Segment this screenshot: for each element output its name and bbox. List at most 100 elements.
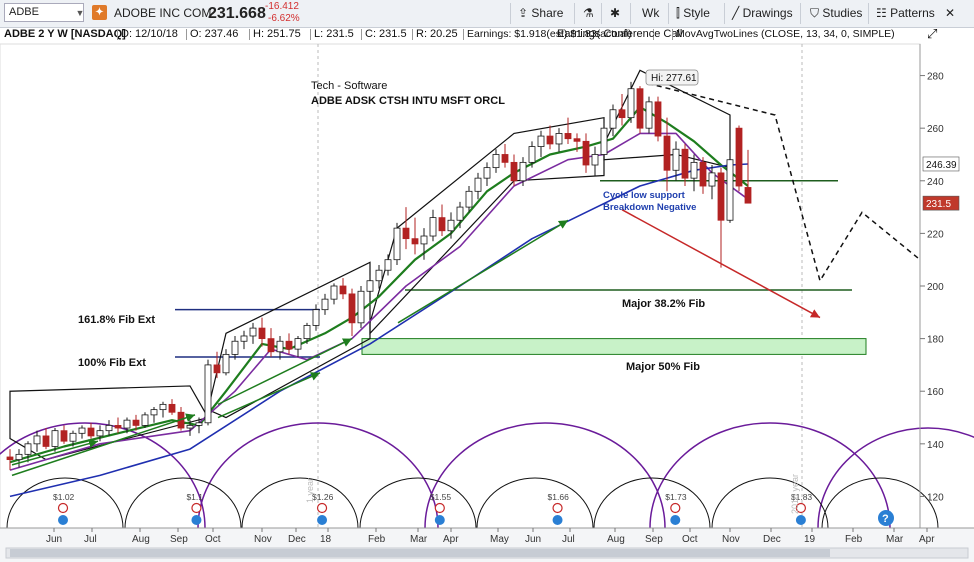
price-tag-label: 231.5 — [926, 199, 951, 210]
dividend-marker — [434, 515, 445, 525]
x-tick-label: Oct — [682, 534, 698, 545]
info-divider — [361, 29, 362, 40]
candle-body — [294, 338, 302, 350]
candle-body — [348, 293, 356, 324]
candle-body — [339, 285, 347, 295]
x-tick-label: Jul — [84, 534, 97, 545]
toolbar-divider — [510, 3, 511, 24]
trend-arrow — [397, 219, 569, 324]
info-divider — [186, 29, 187, 40]
candle-body — [51, 430, 59, 447]
candle-body — [483, 167, 491, 179]
close-icon[interactable]: ✕ — [945, 6, 956, 20]
cycle-arc-large — [649, 422, 891, 529]
bottom-layer: $1.02 $1.1 $1.26 $1.55 $1.66 $1.73 $1.83? — [53, 492, 894, 526]
star-icon[interactable]: ✦ — [92, 5, 107, 20]
y-tick-label: 240 — [927, 177, 944, 188]
candle-body — [654, 101, 662, 137]
toolbar-divider — [630, 3, 631, 24]
candle-body — [321, 298, 329, 311]
candle-body — [78, 427, 86, 434]
major-382-label: Major 38.2% Fib — [622, 298, 705, 310]
candle-body — [96, 430, 104, 437]
candle-body — [33, 435, 41, 445]
fib-ext-161-label: 161.8% Fib Ext — [78, 314, 155, 326]
x-tick-label: Dec — [288, 534, 306, 545]
x-tick-label: Nov — [722, 534, 740, 545]
x-tick-label: Feb — [368, 534, 386, 545]
earnings-marker — [316, 502, 328, 514]
x-tick-label: Oct — [205, 534, 221, 545]
x-tick-label: Apr — [443, 534, 459, 545]
candle-body — [402, 227, 410, 240]
candle-body — [456, 206, 464, 221]
candle-body — [555, 133, 563, 145]
candle-body — [474, 177, 482, 192]
info-divider — [412, 29, 413, 40]
price-tag — [922, 195, 960, 211]
share-button[interactable]: ⇪ Share — [518, 4, 563, 23]
zoom-icon[interactable]: ⤢ — [927, 26, 938, 41]
studies-button[interactable]: ⛉ Studies — [810, 4, 862, 23]
conference-call: Earnings Conference Call — [557, 28, 683, 40]
flask-icon[interactable]: ⚗ — [583, 6, 594, 20]
trend-channel — [9, 385, 209, 461]
bar-low: L: 231.5 — [314, 28, 354, 40]
candle-body — [447, 219, 455, 232]
trend-arrow — [11, 413, 196, 477]
cycle-arc-small — [6, 477, 124, 529]
pencil-icon: ╱ — [732, 6, 740, 20]
x-tick-label: Feb — [845, 534, 863, 545]
major-50-label: Major 50% Fib — [626, 361, 700, 373]
candle-body — [528, 146, 536, 163]
cycle-arc-small — [359, 477, 477, 529]
toolbar-divider — [800, 3, 801, 24]
cycle-low-label-2: Breakdown Negative — [603, 202, 696, 213]
x-tick-label: Mar — [886, 534, 904, 545]
candle-body — [24, 443, 32, 455]
style-button[interactable]: ⫿ Style — [676, 4, 710, 23]
candle-body — [330, 285, 338, 300]
candle-body — [123, 419, 131, 429]
candle-body — [15, 453, 23, 461]
patterns-label: Patterns — [890, 6, 935, 20]
hi-label-box — [645, 69, 699, 86]
drawings-label: Drawings — [742, 6, 793, 20]
earnings-marker — [191, 502, 202, 514]
candle-body — [618, 109, 626, 119]
trend-arrow — [11, 439, 99, 466]
candle-body — [636, 88, 644, 129]
toolbar-divider — [601, 3, 602, 24]
bar-date: D: 12/10/18 — [121, 28, 178, 40]
period-button[interactable]: Wk — [642, 4, 659, 23]
candle-body — [132, 419, 140, 426]
cycle-arcs-layer — [0, 422, 974, 529]
cycle-arc-small — [124, 477, 242, 529]
candle-body — [492, 154, 500, 169]
patterns-button[interactable]: ☷ Patterns — [876, 4, 935, 23]
candle-body — [699, 161, 707, 187]
earnings-value: $1.02 — [53, 492, 75, 502]
dropdown-icon[interactable]: ▼ — [75, 8, 85, 18]
candle-body — [672, 148, 680, 171]
sector-symbols: ADBE ADSK CTSH INTU MSFT ORCL — [311, 95, 505, 107]
candle-body — [591, 154, 599, 166]
symbol-input[interactable]: ADBE — [4, 3, 84, 22]
gear-icon[interactable]: ✱ — [610, 6, 621, 20]
x-tick-label: Apr — [919, 534, 935, 545]
chart-info-bar: ADBE 2 Y W [NASDAQ] D: 12/10/18 O: 237.4… — [0, 26, 974, 42]
candle-body — [249, 327, 257, 337]
studies-icon: ⛉ — [810, 6, 820, 20]
bar-range: R: 20.25 — [416, 28, 458, 40]
candle-body — [519, 161, 527, 182]
toolbar-divider — [724, 3, 725, 24]
drawings-button[interactable]: ╱ Drawings — [732, 4, 793, 23]
candles-layer — [6, 81, 752, 471]
earnings-value: $1.26 — [312, 492, 334, 502]
candle-body — [186, 425, 194, 429]
earnings-value: $1.1 — [186, 492, 203, 502]
candle-body — [735, 127, 743, 187]
candle-icon: ⫿ — [676, 6, 680, 20]
x-tick-label: Aug — [607, 534, 625, 545]
